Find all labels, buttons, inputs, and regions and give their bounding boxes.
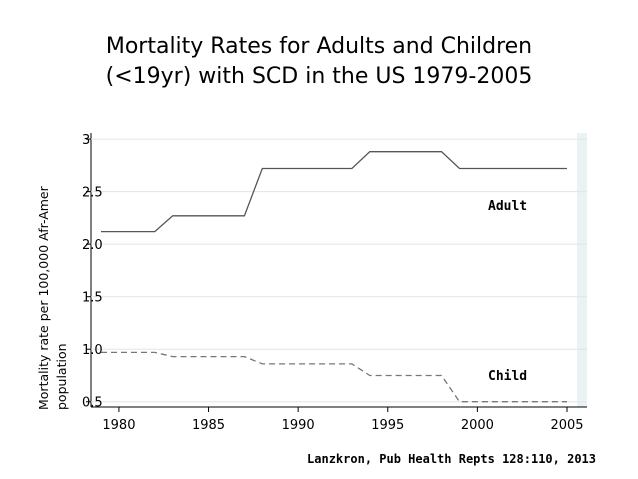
y-tick-label: 2.0 xyxy=(82,238,103,253)
y-tick-label: 0.5 xyxy=(82,396,103,411)
series-line-child xyxy=(101,351,567,403)
x-tick-label: 1990 xyxy=(282,418,315,433)
x-tick-label: 1995 xyxy=(371,418,404,433)
axis-ticks: 0.5 1.0 1.5 2.0 2.5 3 1980 1985 1990 1995 2000 2005 xyxy=(82,133,584,433)
y-tick-label: 3 xyxy=(82,133,90,148)
chart-title-line-2: (<19yr) with SCD in the US 1979-2005 xyxy=(105,64,533,89)
x-tick-label: 2000 xyxy=(461,418,494,433)
x-tick-label: 1985 xyxy=(192,418,225,433)
chart-title-line-1: Mortality Rates for Adults and Children xyxy=(105,34,533,59)
y-tick-label: 1.5 xyxy=(82,291,103,306)
x-tick-label: 2005 xyxy=(550,418,583,433)
series-lines xyxy=(101,151,567,403)
y-tick-label: 1.0 xyxy=(82,343,103,358)
series-label-adult: Adult xyxy=(488,199,527,214)
source-citation: Lanzkron, Pub Health Repts 128:110, 2013 xyxy=(307,452,596,466)
series-line-adult xyxy=(101,151,567,233)
y-axis-label-line-1: Mortality rate per 100,000 Afr-Amer xyxy=(36,185,51,410)
y-tick-label: 2.5 xyxy=(82,186,103,201)
y-axis-label-line-2: population xyxy=(54,343,69,410)
series-label-child: Child xyxy=(488,369,527,384)
plot-area xyxy=(91,133,577,407)
x-tick-label: 1980 xyxy=(102,418,135,433)
gridlines xyxy=(91,138,587,403)
